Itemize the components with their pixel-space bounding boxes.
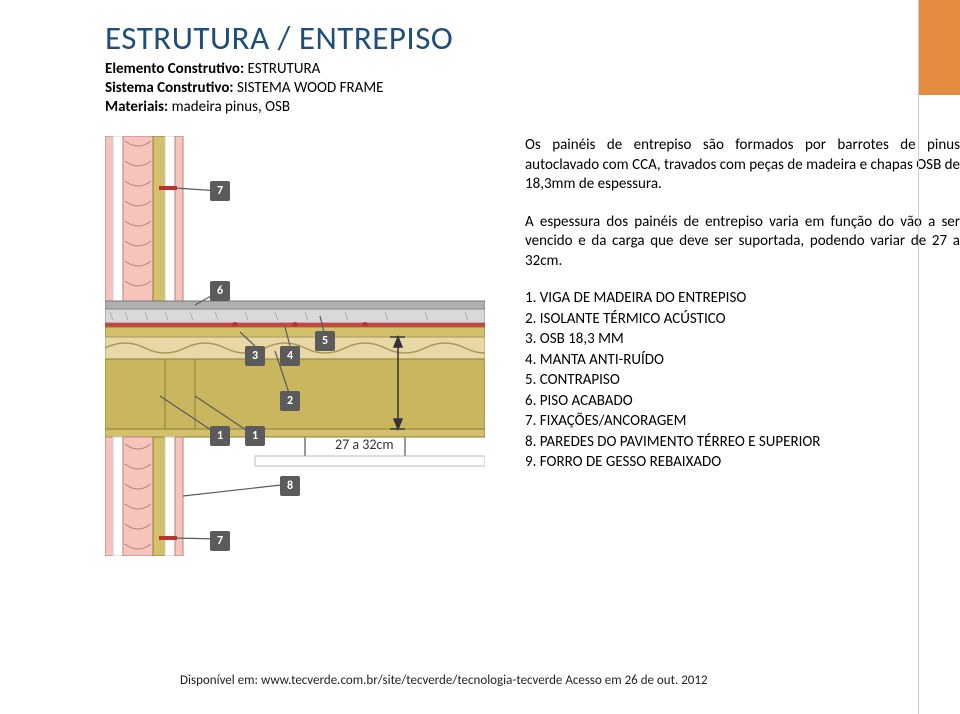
dimension-label: 27 a 32cm xyxy=(335,436,394,453)
sub-line-2: Sistema Construtivo: SISTEMA WOOD FRAME xyxy=(105,79,960,98)
legend-item: 4. MANTA ANTI-RUÍDO xyxy=(525,351,960,371)
legend-item: 8. PAREDES DO PAVIMENTO TÉRREO E SUPERIO… xyxy=(525,433,960,453)
sub-line-3: Materiais: madeira pinus, OSB xyxy=(105,98,960,117)
callout-7: 7 xyxy=(210,531,230,551)
diagram-column: 27 a 32cm 7634521187 xyxy=(105,136,485,556)
subtitle-block: Elemento Construtivo: ESTRUTURA Sistema … xyxy=(105,60,960,116)
callout-7: 7 xyxy=(210,181,230,201)
legend-item: 2. ISOLANTE TÉRMICO ACÚSTICO xyxy=(525,310,960,330)
floor-section-diagram: 27 a 32cm 7634521187 xyxy=(105,136,485,556)
legend-item: 3. OSB 18,3 MM xyxy=(525,330,960,350)
accent-bar xyxy=(918,0,960,714)
callout-1: 1 xyxy=(210,426,230,446)
callout-6: 6 xyxy=(210,281,230,301)
callout-4: 4 xyxy=(280,346,300,366)
sub-label-2: Sistema Construtivo: xyxy=(105,79,234,97)
legend-item: 9. FORRO DE GESSO REBAIXADO xyxy=(525,453,960,473)
sub-label-3: Materiais: xyxy=(105,98,168,116)
legend-item: 1. VIGA DE MADEIRA DO ENTREPISO xyxy=(525,289,960,309)
sub-value-3: madeira pinus, OSB xyxy=(168,98,290,116)
text-column: Os painéis de entrepiso são formados por… xyxy=(525,136,960,556)
callout-5: 5 xyxy=(315,331,335,351)
legend-list: 1. VIGA DE MADEIRA DO ENTREPISO 2. ISOLA… xyxy=(525,289,960,473)
paragraph-2: A espessura dos painéis de entrepiso var… xyxy=(525,213,960,272)
paragraph-1: Os painéis de entrepiso são formados por… xyxy=(525,136,960,195)
sub-value-2: SISTEMA WOOD FRAME xyxy=(234,79,384,97)
accent-top xyxy=(919,0,960,95)
legend-item: 6. PISO ACABADO xyxy=(525,392,960,412)
legend-item: 5. CONTRAPISO xyxy=(525,371,960,391)
callout-8: 8 xyxy=(280,476,300,496)
callout-3: 3 xyxy=(245,346,265,366)
page-root: ESTRUTURA / ENTREPISO Elemento Construti… xyxy=(0,0,960,714)
page-title: ESTRUTURA / ENTREPISO xyxy=(105,18,960,58)
sub-line-1: Elemento Construtivo: ESTRUTURA xyxy=(105,60,960,79)
callout-2: 2 xyxy=(280,391,300,411)
sub-label-1: Elemento Construtivo: xyxy=(105,60,244,78)
footer-citation: Disponível em: www.tecverde.com.br/site/… xyxy=(180,673,708,688)
callout-1: 1 xyxy=(245,426,265,446)
content-columns: 27 a 32cm 7634521187 Os painéis de entre… xyxy=(105,136,960,556)
legend-item: 7. FIXAÇÕES/ANCORAGEM xyxy=(525,412,960,432)
sub-value-1: ESTRUTURA xyxy=(244,60,320,78)
